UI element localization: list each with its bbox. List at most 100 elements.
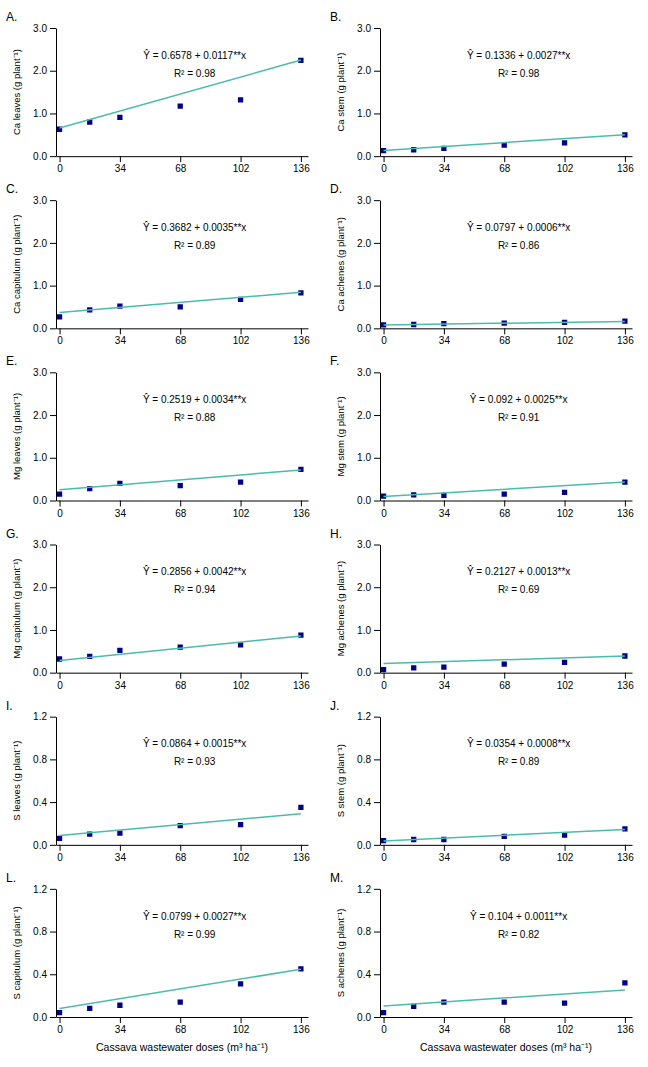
y-axis: 0.0 1.0 2.0 3.0	[33, 539, 56, 678]
tick-label: 102	[233, 508, 250, 519]
tick-label: 0.4	[33, 969, 47, 980]
axis-line	[380, 717, 381, 845]
plot-area	[381, 826, 628, 843]
x-tick: 68	[175, 845, 187, 863]
tick-label: 136	[293, 335, 310, 346]
x-tick: 102	[233, 1017, 250, 1035]
tick-label: 136	[617, 163, 634, 174]
y-tick: 1.0	[357, 108, 380, 119]
fit-line	[384, 482, 625, 497]
fit-line	[384, 321, 625, 324]
x-tick: 102	[233, 845, 250, 863]
tick-mark	[374, 372, 380, 373]
tick-mark	[50, 802, 56, 803]
plot-area	[381, 132, 628, 153]
tick-mark	[50, 587, 56, 588]
tick-mark	[241, 156, 242, 162]
tick-mark	[50, 974, 56, 975]
tick-mark	[444, 156, 445, 162]
panel: 034681021360.01.02.03.0Mg capitulum (g p…	[6, 527, 310, 691]
tick-mark	[50, 932, 56, 933]
tick-label: 2.0	[33, 410, 47, 421]
tick-label: 0.0	[33, 495, 47, 506]
tick-label: 0.0	[357, 495, 371, 506]
tick-mark	[301, 328, 302, 334]
y-tick: 1.0	[33, 625, 56, 636]
tick-mark	[374, 717, 380, 718]
x-tick: 34	[439, 156, 451, 174]
y-axis: 0.01.02.03.0	[33, 195, 56, 334]
tick-mark	[444, 673, 445, 679]
panel: 034681021360.01.02.03.0Ca leaves (g plan…	[6, 10, 310, 174]
axis-line	[56, 545, 57, 673]
tick-mark	[374, 889, 380, 890]
x-tick: 68	[175, 673, 187, 691]
x-tick: 34	[115, 328, 127, 346]
tick-mark	[374, 156, 380, 157]
x-tick: 136	[617, 673, 634, 691]
x-tick: 102	[557, 328, 574, 346]
x-tick: 136	[293, 328, 310, 346]
y-axis-label: S capitulum (g plant⁻¹)	[11, 906, 22, 999]
y-axis-label: S leaves (g plant⁻¹)	[11, 741, 22, 821]
tick-label: 34	[439, 508, 451, 519]
tick-label: 34	[115, 680, 127, 691]
x-tick: 34	[115, 1017, 127, 1035]
tick-mark	[374, 113, 380, 114]
axis-line	[57, 673, 309, 674]
x-tick: 136	[293, 845, 310, 863]
tick-label: 0.0	[33, 323, 47, 334]
annotation: Ŷ = 0.1336 + 0.0027**x	[467, 49, 570, 61]
axis-line	[381, 1017, 633, 1018]
tick-mark	[444, 501, 445, 507]
tick-mark	[374, 759, 380, 760]
tick-label: 3.0	[33, 539, 47, 550]
y-tick: 0.0	[33, 323, 56, 334]
y-axis: 0.00.40.81.2	[33, 711, 56, 850]
tick-label: 102	[557, 508, 574, 519]
x-tick: 102	[557, 1017, 574, 1035]
tick-mark	[374, 587, 380, 588]
x-axis: 03468102136	[57, 1017, 311, 1035]
tick-label: 102	[557, 680, 574, 691]
tick-mark	[60, 156, 61, 162]
y-tick: 3.0	[33, 539, 56, 550]
tick-label: 2.0	[33, 582, 47, 593]
chart-container: 034681021360.01.02.03.0Ca leaves (g plan…	[0, 0, 648, 1067]
y-tick: 0.0	[357, 151, 380, 162]
x-tick: 68	[175, 156, 187, 174]
tick-label: 0.4	[357, 797, 371, 808]
tick-label: 0.8	[33, 754, 47, 765]
y-tick: 1.2	[357, 884, 380, 895]
tick-label: 68	[175, 163, 187, 174]
y-axis-label: Ca stem (g plant⁻¹)	[335, 53, 346, 132]
tick-label: 102	[233, 680, 250, 691]
tick-mark	[50, 717, 56, 718]
plot-area	[57, 58, 304, 132]
tick-label: 0.4	[33, 797, 47, 808]
y-tick: 1.0	[357, 452, 380, 463]
tick-label: 0	[381, 852, 387, 863]
y-tick: 2.0	[357, 582, 380, 593]
tick-label: 136	[617, 1024, 634, 1035]
point	[502, 491, 507, 496]
tick-mark	[50, 759, 56, 760]
panel-label: D.	[330, 182, 342, 196]
x-tick: 34	[439, 328, 451, 346]
fit-line	[384, 135, 625, 151]
plot-area	[57, 966, 304, 1015]
panel: 034681021360.01.02.03.0Ca stem (g plant⁻…	[330, 10, 634, 174]
tick-mark	[384, 501, 385, 507]
tick-mark	[374, 802, 380, 803]
x-axis-label: Cassava wastewater doses (m³ ha⁻¹)	[420, 1041, 592, 1053]
axis-line	[57, 845, 309, 846]
point	[178, 304, 183, 309]
tick-mark	[374, 974, 380, 975]
x-tick: 136	[617, 845, 634, 863]
tick-label: 0.0	[357, 151, 371, 162]
tick-mark	[50, 71, 56, 72]
axis-line	[380, 373, 381, 501]
axis-line	[381, 845, 633, 846]
y-tick: 0.0	[33, 667, 56, 678]
point	[238, 822, 243, 827]
